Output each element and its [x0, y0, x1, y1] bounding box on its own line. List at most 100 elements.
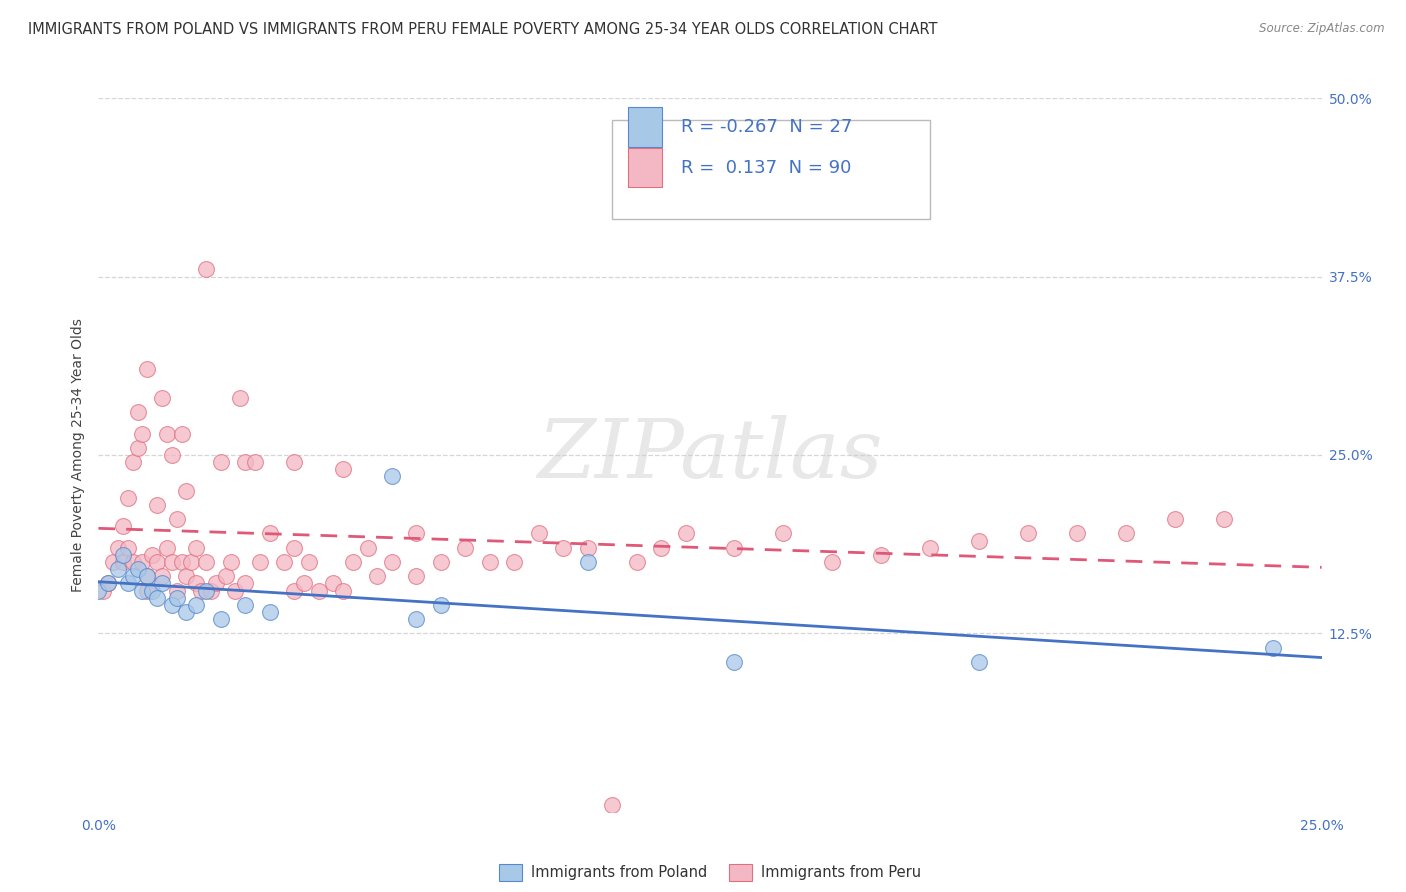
- Text: R =  0.137  N = 90: R = 0.137 N = 90: [681, 159, 851, 177]
- Point: [107, 541, 129, 555]
- Point: [176, 605, 198, 619]
- FancyBboxPatch shape: [628, 107, 662, 146]
- Point: [356, 541, 378, 555]
- Point: [553, 541, 575, 555]
- Point: [675, 526, 697, 541]
- Point: [170, 555, 193, 569]
- Text: Source: ZipAtlas.com: Source: ZipAtlas.com: [1260, 22, 1385, 36]
- Point: [503, 555, 526, 569]
- Point: [967, 533, 990, 548]
- Point: [97, 576, 120, 591]
- Point: [298, 555, 321, 569]
- Point: [111, 519, 134, 533]
- Point: [322, 576, 344, 591]
- Point: [283, 583, 305, 598]
- Point: [723, 655, 745, 669]
- Point: [870, 548, 893, 562]
- Point: [920, 541, 942, 555]
- Point: [186, 598, 208, 612]
- Point: [259, 526, 281, 541]
- Point: [117, 576, 139, 591]
- Point: [650, 541, 672, 555]
- Point: [259, 605, 281, 619]
- Point: [111, 548, 134, 562]
- Point: [430, 598, 453, 612]
- Point: [292, 576, 315, 591]
- Point: [131, 583, 153, 598]
- Point: [1164, 512, 1187, 526]
- Point: [160, 448, 183, 462]
- Point: [576, 555, 599, 569]
- Point: [107, 562, 129, 576]
- Point: [342, 555, 364, 569]
- Point: [190, 583, 212, 598]
- Point: [243, 455, 266, 469]
- Point: [121, 555, 143, 569]
- Point: [166, 591, 188, 605]
- Point: [195, 262, 218, 277]
- Point: [170, 426, 193, 441]
- Point: [626, 555, 648, 569]
- Point: [381, 469, 404, 483]
- Point: [131, 555, 153, 569]
- Point: [176, 569, 198, 583]
- Point: [111, 555, 134, 569]
- Point: [967, 655, 990, 669]
- Point: [195, 555, 218, 569]
- Point: [141, 583, 163, 598]
- Point: [136, 362, 159, 376]
- Point: [186, 576, 208, 591]
- Text: R = -0.267  N = 27: R = -0.267 N = 27: [681, 118, 852, 136]
- Point: [121, 569, 143, 583]
- Point: [127, 441, 149, 455]
- Point: [160, 598, 183, 612]
- Point: [1212, 512, 1234, 526]
- Point: [150, 391, 173, 405]
- Point: [478, 555, 501, 569]
- Point: [166, 583, 188, 598]
- Point: [121, 455, 143, 469]
- Point: [131, 426, 153, 441]
- Point: [273, 555, 295, 569]
- Point: [141, 548, 163, 562]
- Point: [576, 541, 599, 555]
- Point: [136, 583, 159, 598]
- Point: [723, 541, 745, 555]
- FancyBboxPatch shape: [612, 120, 931, 219]
- Point: [146, 591, 169, 605]
- Point: [454, 541, 477, 555]
- Point: [146, 498, 169, 512]
- Point: [117, 491, 139, 505]
- Point: [176, 483, 198, 498]
- Point: [150, 569, 173, 583]
- Point: [233, 576, 256, 591]
- Point: [180, 555, 202, 569]
- Point: [1017, 526, 1039, 541]
- Point: [127, 562, 149, 576]
- Point: [136, 569, 159, 583]
- Point: [136, 569, 159, 583]
- Point: [366, 569, 388, 583]
- Point: [97, 576, 120, 591]
- Point: [527, 526, 550, 541]
- Point: [229, 391, 252, 405]
- Point: [381, 555, 404, 569]
- Point: [332, 462, 354, 476]
- Point: [405, 569, 427, 583]
- Point: [600, 797, 623, 812]
- Point: [405, 526, 427, 541]
- Y-axis label: Female Poverty Among 25-34 Year Olds: Female Poverty Among 25-34 Year Olds: [72, 318, 86, 592]
- Text: IMMIGRANTS FROM POLAND VS IMMIGRANTS FROM PERU FEMALE POVERTY AMONG 25-34 YEAR O: IMMIGRANTS FROM POLAND VS IMMIGRANTS FRO…: [28, 22, 938, 37]
- Point: [405, 612, 427, 626]
- Point: [233, 598, 256, 612]
- Text: ZIPatlas: ZIPatlas: [537, 415, 883, 495]
- FancyBboxPatch shape: [628, 148, 662, 187]
- Point: [332, 583, 354, 598]
- Point: [156, 426, 179, 441]
- Point: [205, 576, 228, 591]
- Point: [160, 555, 183, 569]
- Point: [283, 455, 305, 469]
- Point: [249, 555, 271, 569]
- Point: [214, 569, 236, 583]
- Legend: Immigrants from Poland, Immigrants from Peru: Immigrants from Poland, Immigrants from …: [494, 858, 927, 887]
